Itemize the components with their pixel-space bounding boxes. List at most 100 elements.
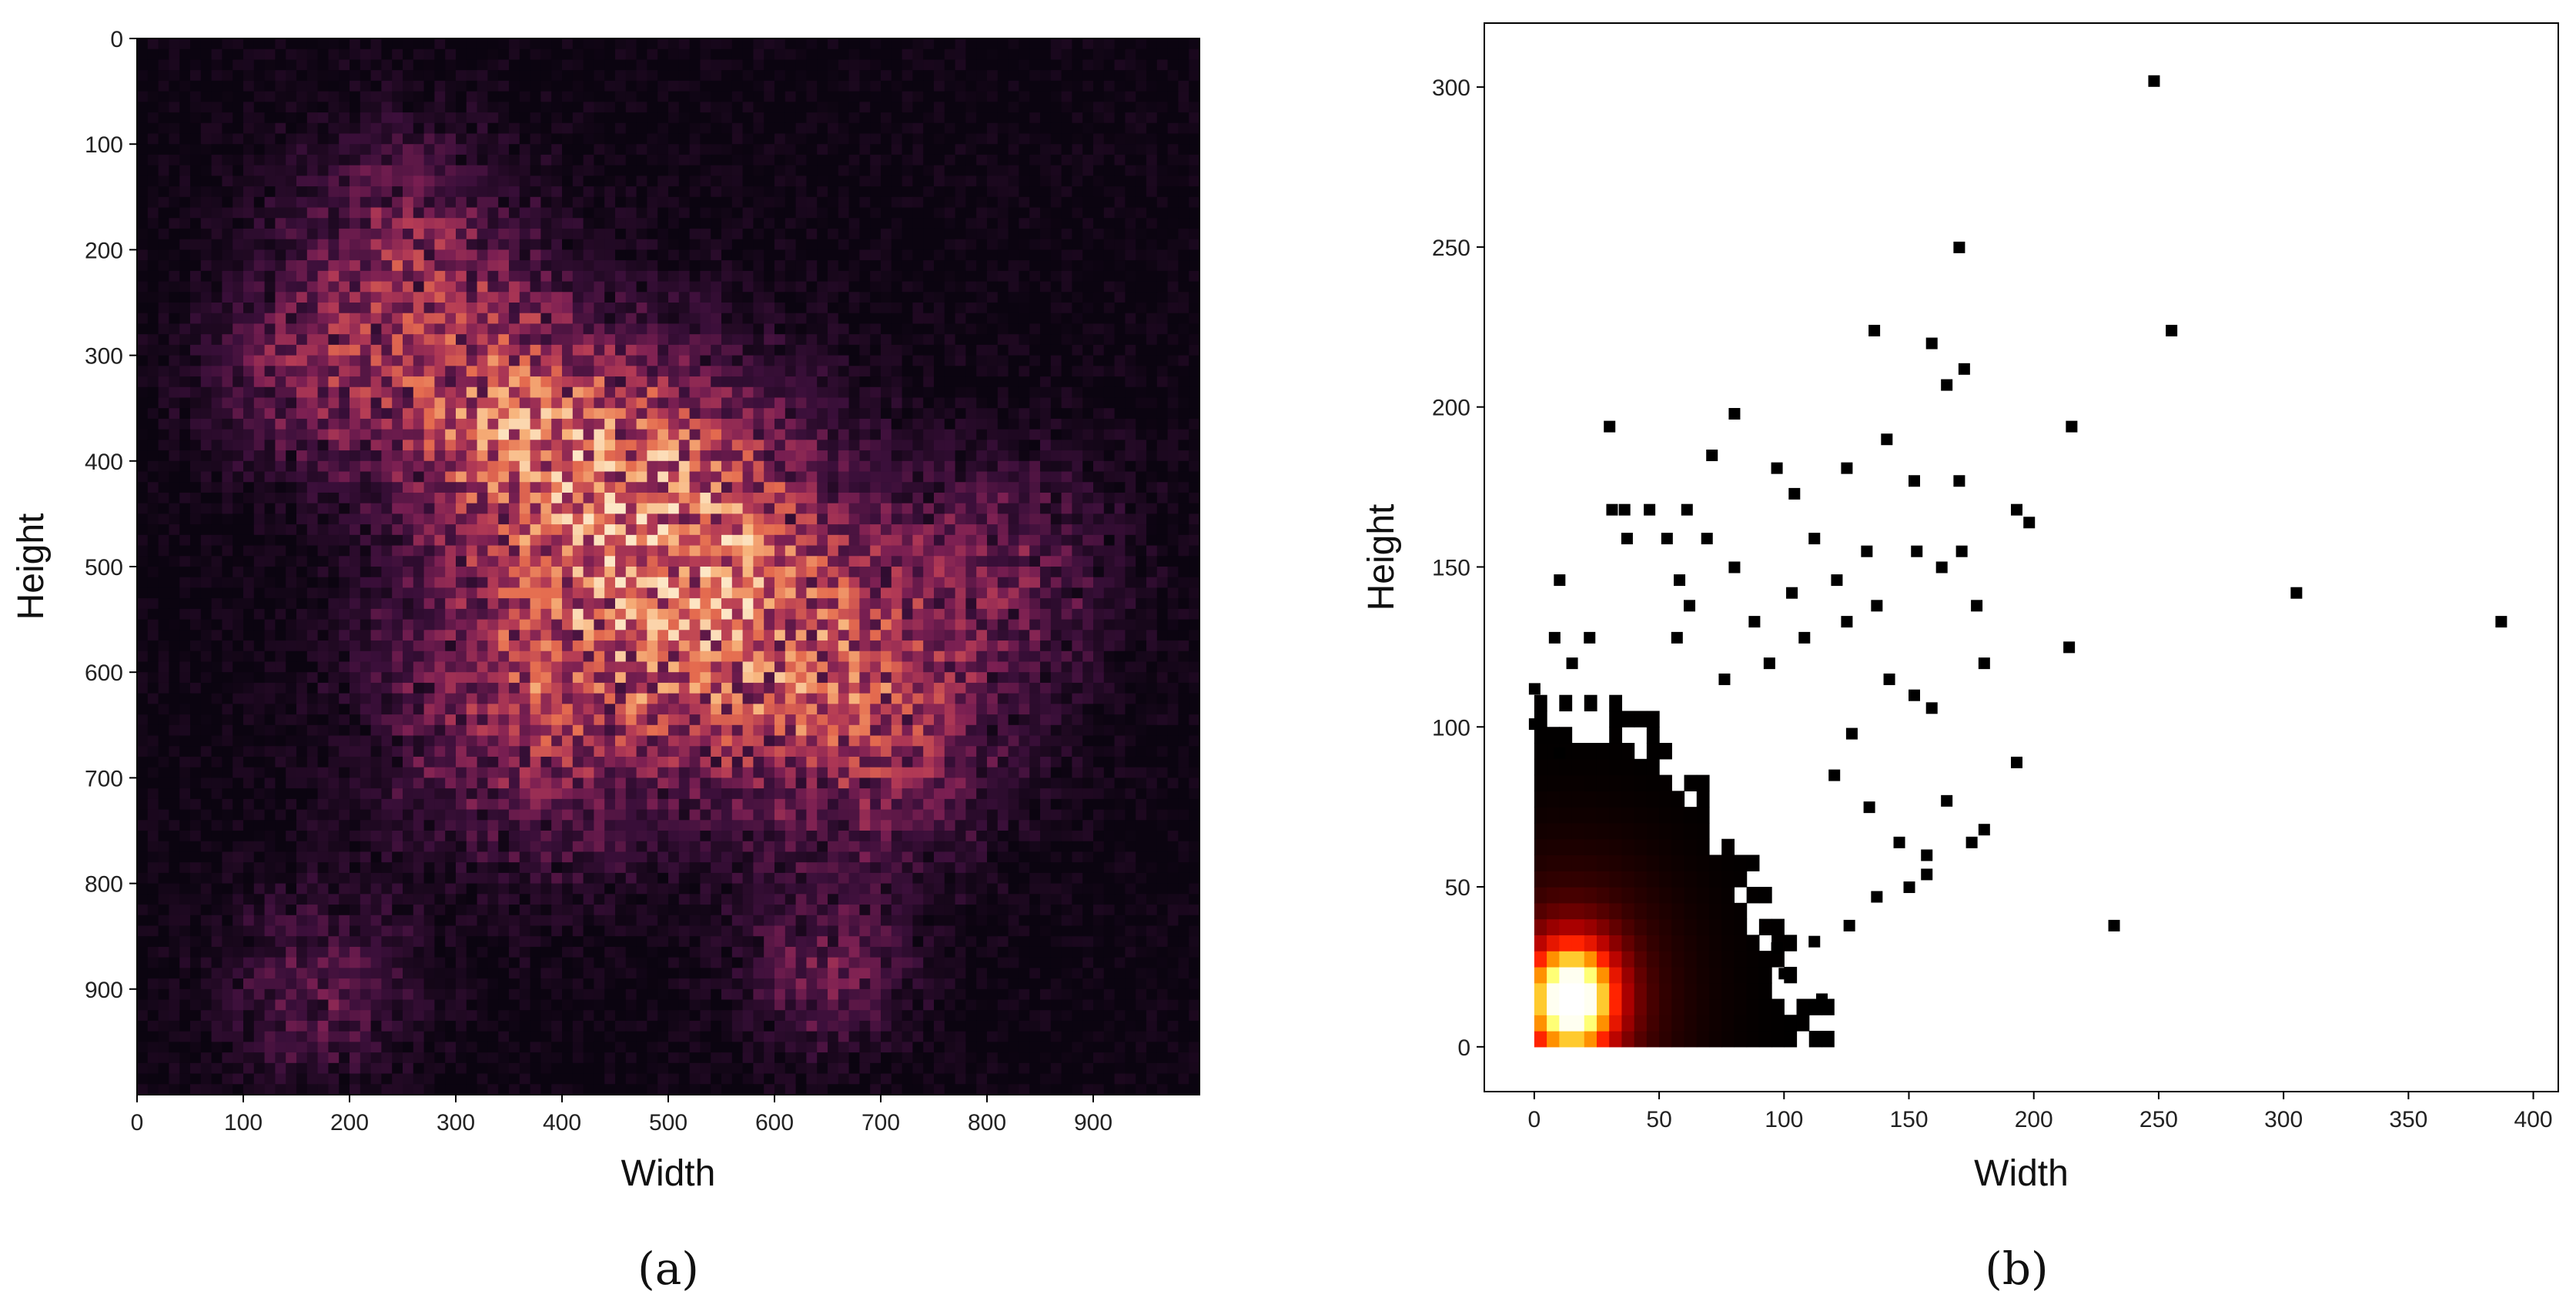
heatmap-cell [934, 303, 945, 314]
heatmap-cell [466, 376, 478, 388]
heatmap-cell [1008, 429, 1019, 440]
heatmap-cell [817, 91, 828, 102]
heatmap-cell [339, 355, 350, 366]
heatmap-cell [934, 408, 945, 420]
heatmap-cell [828, 397, 839, 409]
heatmap-cell [753, 355, 764, 366]
heatmap-cell [594, 471, 605, 483]
heatmap-cell [1072, 218, 1083, 229]
heatmap-cell [1029, 80, 1041, 92]
heatmap-cell [275, 344, 286, 356]
heatmap-cell [413, 376, 425, 388]
heatmap-cell [498, 176, 510, 187]
heatmap-cell [509, 122, 520, 135]
heatmap-cell [572, 492, 584, 504]
heatmap-cell [434, 59, 446, 71]
heatmap-cell [487, 534, 499, 547]
heatmap-cell [1136, 397, 1147, 409]
heatmap-cell [264, 366, 276, 377]
heatmap-cell [997, 366, 1009, 377]
heatmap-cell [296, 38, 308, 50]
heatmap-cell [934, 471, 945, 483]
heatmap-cell [955, 492, 966, 504]
heatmap-cell [902, 513, 913, 525]
heatmap-cell [1061, 260, 1072, 272]
heatmap-cell [891, 303, 903, 314]
heatmap-cell [169, 323, 180, 335]
heatmap-cell [498, 534, 510, 547]
heatmap-cell [190, 249, 202, 261]
heatmap-cell [615, 70, 627, 82]
heatmap-cell [636, 144, 647, 156]
heatmap-cell [711, 429, 722, 440]
heatmap-cell [530, 133, 541, 145]
heatmap-cell [742, 303, 754, 314]
heatmap-cell [434, 440, 446, 451]
heatmap-cell [955, 281, 966, 293]
heatmap-cell [137, 492, 149, 504]
heatmap-cell [456, 228, 467, 240]
heatmap-cell [392, 59, 403, 71]
heatmap-cell [551, 397, 563, 409]
heatmap-cell [1008, 418, 1019, 430]
heatmap-cell [434, 386, 446, 399]
heatmap-cell [328, 344, 340, 356]
heatmap-cell [678, 492, 691, 504]
heatmap-cell [1125, 176, 1136, 187]
heatmap-cell [519, 450, 531, 462]
heatmap-cell [519, 323, 531, 335]
heatmap-cell [137, 196, 149, 209]
heatmap-cell [625, 239, 637, 250]
heatmap-cell [891, 534, 903, 547]
heatmap-cell [381, 218, 393, 229]
heatmap-cell [604, 270, 616, 283]
heatmap-cell [678, 460, 691, 473]
heatmap-cell [392, 440, 403, 451]
heatmap-cell [403, 376, 414, 388]
heatmap-cell [711, 534, 722, 547]
heatmap-cell [806, 545, 818, 557]
heatmap-cell [222, 102, 233, 113]
heatmap-cell [423, 59, 435, 71]
heatmap-cell [253, 91, 266, 102]
heatmap-cell [423, 91, 435, 102]
heatmap-cell [328, 270, 340, 283]
heatmap-cell [785, 503, 797, 514]
heatmap-cell [912, 228, 924, 240]
heatmap-cell [1114, 59, 1126, 71]
heatmap-cell [923, 460, 935, 473]
heatmap-cell [1156, 218, 1169, 229]
heatmap-cell [423, 281, 435, 293]
heatmap-cell [838, 386, 850, 399]
heatmap-cell [1156, 154, 1169, 166]
heatmap-cell [583, 249, 594, 261]
heatmap-cell [381, 440, 393, 451]
heatmap-cell [615, 91, 627, 102]
heatmap-cell [764, 471, 775, 483]
heatmap-cell [742, 323, 754, 335]
heatmap-cell [572, 112, 584, 124]
heatmap-cell [1167, 503, 1179, 514]
heatmap-cell [594, 418, 605, 430]
heatmap-cell [647, 323, 658, 335]
heatmap-cell [891, 218, 903, 229]
heatmap-cell [700, 292, 711, 303]
heatmap-cell [392, 313, 403, 325]
heatmap-cell [456, 492, 467, 504]
heatmap-cell [817, 228, 828, 240]
heatmap-cell [487, 408, 499, 420]
heatmap-cell [881, 376, 892, 388]
heatmap-cell [403, 281, 414, 293]
heatmap-cell [572, 303, 584, 314]
heatmap-cell [1167, 38, 1179, 50]
heatmap-cell [891, 482, 903, 493]
heatmap-cell [328, 450, 340, 462]
heatmap-cell [1082, 260, 1094, 272]
heatmap-cell [1008, 471, 1019, 483]
heatmap-cell [253, 70, 266, 82]
heatmap-cell [147, 207, 159, 219]
heatmap-cell [551, 133, 563, 145]
heatmap-cell [1103, 165, 1116, 176]
heatmap-cell [1008, 38, 1019, 50]
heatmap-cell [1050, 165, 1062, 176]
